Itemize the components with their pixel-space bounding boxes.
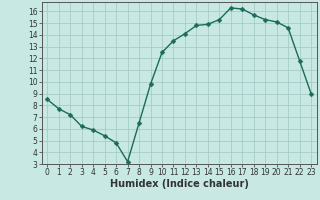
X-axis label: Humidex (Indice chaleur): Humidex (Indice chaleur) (110, 179, 249, 189)
